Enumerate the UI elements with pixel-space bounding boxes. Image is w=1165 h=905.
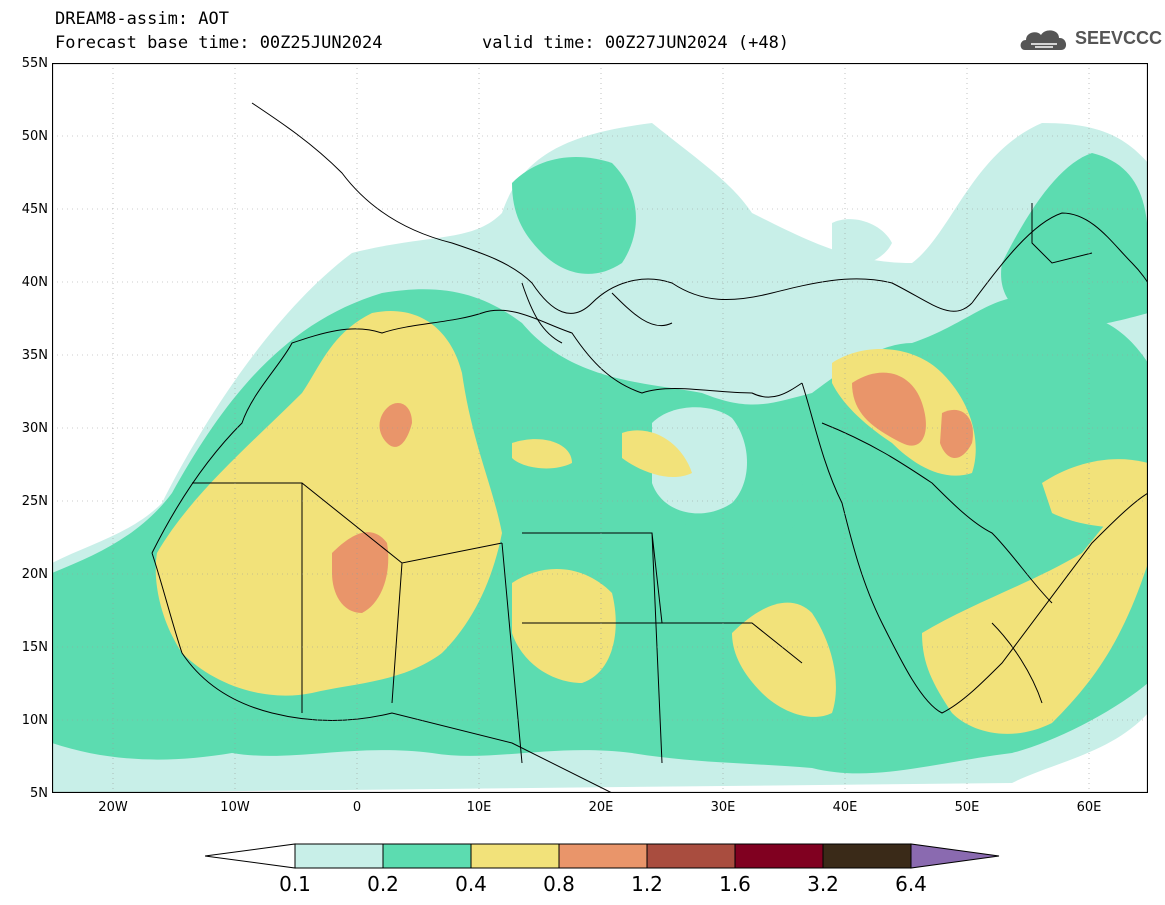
lat-label-55n: 55N: [21, 56, 48, 71]
colorbar-segment-2: [382, 843, 472, 869]
seevccc-logo: SEEVCCC: [1017, 22, 1162, 58]
lon-label-50e: 50E: [954, 800, 980, 815]
lat-label-30n: 30N: [21, 421, 48, 436]
lon-label-0: 0: [352, 800, 362, 815]
colorbar-label-3-2: 3.2: [807, 872, 839, 896]
aot-level-0-8: [332, 372, 973, 613]
cloud-icon: [1020, 30, 1067, 50]
map-border: [52, 63, 1148, 793]
colorbar-high-arrow: [910, 843, 1000, 869]
colorbar-label-1-2: 1.2: [631, 872, 663, 896]
colorbar-segment-6: [734, 843, 824, 869]
colorbar-segment-7: [822, 843, 912, 869]
lon-label-20e: 20E: [588, 800, 614, 815]
lat-label-5n: 5N: [30, 786, 48, 801]
colorbar-label-0-4: 0.4: [455, 872, 487, 896]
colorbar-low-arrow: [205, 843, 296, 869]
colorbar-segment-3: [470, 843, 560, 869]
lat-label-35n: 35N: [21, 348, 48, 363]
coastlines: [151, 102, 1148, 793]
graticule: [52, 63, 1148, 793]
lat-label-25n: 25N: [21, 494, 48, 509]
lat-label-40n: 40N: [21, 275, 48, 290]
lat-label-20n: 20N: [21, 567, 48, 582]
colorbar-segment-1: [294, 843, 384, 869]
lon-label-20w: 20W: [98, 800, 128, 815]
aot-map: [52, 63, 1148, 793]
lon-label-30e: 30E: [710, 800, 736, 815]
map-title: DREAM8-assim: AOT: [55, 9, 229, 29]
lon-label-10w: 10W: [220, 800, 250, 815]
colorbar: [205, 843, 1000, 869]
lat-label-50n: 50N: [21, 129, 48, 144]
colorbar-label-1-6: 1.6: [719, 872, 751, 896]
colorbar-label-0-1: 0.1: [279, 872, 311, 896]
colorbar-segment-4: [558, 843, 648, 869]
aot-level-0-4: [155, 311, 1148, 734]
lon-label-40e: 40E: [832, 800, 858, 815]
lat-label-45n: 45N: [21, 202, 48, 217]
colorbar-label-0-2: 0.2: [367, 872, 399, 896]
logo-text: SEEVCCC: [1075, 28, 1163, 48]
colorbar-label-6-4: 6.4: [895, 872, 927, 896]
lat-label-10n: 10N: [21, 713, 48, 728]
colorbar-segment-5: [646, 843, 736, 869]
colorbar-label-0-8: 0.8: [543, 872, 575, 896]
lon-label-60e: 60E: [1076, 800, 1102, 815]
lat-label-15n: 15N: [21, 640, 48, 655]
valid-time: valid time: 00Z27JUN2024 (+48): [482, 33, 790, 53]
forecast-base-time: Forecast base time: 00Z25JUN2024: [55, 33, 383, 53]
lon-label-10e: 10E: [466, 800, 492, 815]
